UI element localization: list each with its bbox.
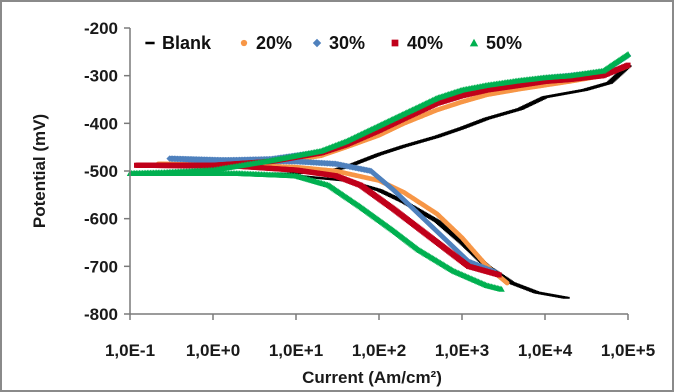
- data-point: [498, 286, 505, 292]
- legend-item: 30%: [312, 33, 365, 53]
- legend-marker: [391, 39, 399, 47]
- legend: Blank 20% 30% 40% 50%: [145, 33, 522, 53]
- series-50pct: [126, 51, 632, 292]
- data-point: [434, 221, 442, 224]
- y-tick-label: -600: [84, 210, 118, 229]
- y-axis-title: Potential (mV): [30, 114, 49, 228]
- data-point: [618, 70, 626, 73]
- data-point: [452, 236, 460, 239]
- data-point: [614, 74, 622, 77]
- data-point: [447, 232, 455, 235]
- legend-label: 30%: [329, 33, 365, 53]
- data-point: [461, 244, 469, 247]
- data-point: [463, 245, 471, 248]
- data-point: [443, 228, 451, 231]
- y-ticks: -200 -300 -400 -500 -600 -700 -800: [84, 19, 130, 324]
- data-point: [496, 272, 502, 278]
- x-axis-title: Current (Am/cm²): [302, 368, 442, 387]
- x-tick-label: 1,0E+5: [601, 341, 655, 360]
- data-point: [438, 224, 446, 227]
- data-point: [458, 241, 466, 244]
- data-point: [441, 227, 449, 230]
- x-tick-label: 1,0E-1: [105, 341, 155, 360]
- y-tick-label: -200: [84, 19, 118, 38]
- data-point: [437, 223, 445, 226]
- legend-item: 40%: [391, 33, 443, 53]
- data-point: [610, 77, 618, 80]
- data-point: [453, 237, 461, 240]
- data-point: [451, 235, 459, 238]
- x-tick-label: 1,0E+0: [186, 341, 240, 360]
- data-point: [460, 243, 468, 246]
- data-point: [608, 79, 616, 82]
- y-tick-label: -700: [84, 257, 118, 276]
- data-point: [433, 220, 441, 223]
- legend-marker: [240, 39, 248, 47]
- x-ticks: 1,0E-1 1,0E+0 1,0E+1 1,0E+2 1,0E+3 1,0E+4 1,0E…: [105, 314, 655, 360]
- data-point: [448, 233, 457, 236]
- x-tick-label: 1,0E+2: [352, 341, 406, 360]
- series-layer: [126, 51, 632, 299]
- data-point: [612, 75, 621, 78]
- data-point: [609, 78, 617, 81]
- data-point: [617, 71, 625, 74]
- data-point: [435, 222, 443, 225]
- legend-item: Blank: [145, 33, 212, 53]
- data-point: [464, 246, 472, 249]
- data-point: [445, 230, 453, 233]
- x-tick-label: 1,0E+1: [269, 341, 323, 360]
- data-point: [611, 76, 619, 79]
- legend-label: 50%: [486, 33, 522, 53]
- x-tick-label: 1,0E+4: [518, 341, 573, 360]
- data-point: [454, 238, 462, 241]
- legend-item: 50%: [469, 33, 522, 53]
- data-point: [450, 234, 458, 237]
- legend-marker: [145, 41, 155, 45]
- data-point: [562, 296, 570, 299]
- legend-marker: [469, 38, 479, 47]
- data-point: [607, 80, 615, 83]
- data-point: [440, 226, 448, 229]
- legend-marker: [312, 38, 322, 48]
- y-tick-label: -800: [84, 305, 118, 324]
- data-point: [446, 231, 454, 234]
- legend-label: 20%: [256, 33, 292, 53]
- y-tick-label: -500: [84, 162, 118, 181]
- legend-item: 20%: [240, 33, 292, 53]
- legend-label: Blank: [162, 33, 212, 53]
- data-point: [504, 280, 510, 286]
- data-point: [444, 229, 452, 232]
- legend-label: 40%: [407, 33, 443, 53]
- data-point: [439, 225, 447, 228]
- data-point: [456, 239, 464, 242]
- data-point: [459, 242, 467, 245]
- y-tick-label: -400: [84, 114, 118, 133]
- data-point: [616, 72, 624, 75]
- y-tick-label: -300: [84, 67, 118, 86]
- data-point: [457, 240, 465, 243]
- data-point: [615, 73, 623, 76]
- x-tick-label: 1,0E+3: [435, 341, 489, 360]
